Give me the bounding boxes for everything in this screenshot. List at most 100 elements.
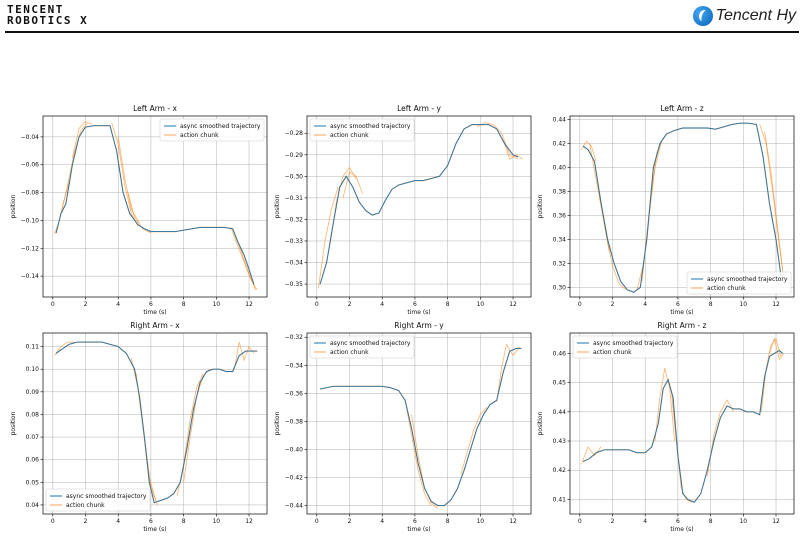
legend: async smoothed trajectory action chunk: [309, 118, 415, 142]
chart-4: Right Arm - x 0 2 4 6 8 10 12 0.04 0.05 0.06 0.07 0.…: [10, 321, 268, 533]
action-chunk-line: [404, 400, 432, 506]
action-chunk-line: [318, 186, 339, 289]
action-chunk-line: [581, 140, 597, 162]
chart-title: Right Arm - z: [658, 321, 707, 330]
legend-smoothed-label: async smoothed trajectory: [180, 123, 261, 130]
plot-frame: [42, 115, 268, 298]
x-tick-label: 8: [709, 301, 713, 308]
legend-smoothed-label: async smoothed trajectory: [707, 276, 788, 283]
legend: async smoothed trajectory action chunk: [159, 118, 265, 142]
y-tick-label: 0.44: [553, 409, 567, 416]
brand-left-line2: ROBOTICS X: [7, 14, 89, 27]
y-tick-label: 0.04: [26, 502, 40, 509]
x-tick-label: 6: [676, 518, 680, 525]
x-tick-label: 10: [739, 518, 747, 525]
x-tick-label: 6: [413, 301, 417, 308]
y-tick-label: 0.30: [553, 284, 567, 291]
plot-frame: [42, 332, 268, 515]
y-tick-label: −0.35: [285, 281, 304, 288]
chart-title: Left Arm - y: [397, 104, 441, 113]
chart-5: Right Arm - y 0 2 4 6 8 10 12 −0.44 −0.42 −0.40 −0.…: [274, 321, 532, 533]
chart-3: Left Arm - z 0 2 4 6 8 10 12 0.30 0.32 0.34 0.36 0.3…: [537, 104, 795, 316]
plot-frame: [569, 332, 795, 515]
action-chunk-line: [235, 236, 256, 291]
legend-chunk-label: action chunk: [330, 349, 369, 356]
action-chunk-line: [233, 341, 255, 370]
legend-chunk-label: action chunk: [593, 349, 632, 356]
x-tick-label: 12: [245, 518, 253, 525]
action-chunk-line: [342, 171, 363, 198]
plot-frame: [306, 115, 532, 298]
y-tick-label: −0.04: [21, 134, 40, 141]
y-tick-label: −0.32: [285, 334, 304, 341]
y-tick-label: −0.30: [285, 173, 304, 180]
x-tick-label: 2: [84, 301, 88, 308]
x-tick-label: 0: [578, 518, 582, 525]
legend-chunk-label: action chunk: [707, 285, 746, 292]
y-tick-label: 0.07: [26, 434, 40, 441]
y-tick-label: −0.36: [285, 390, 304, 397]
y-tick-label: 0.08: [26, 411, 40, 418]
x-axis-label: time (s): [670, 526, 693, 533]
y-axis-label: position: [10, 411, 17, 435]
legend-chunk-label: action chunk: [66, 502, 105, 509]
plot-area: [54, 121, 258, 291]
x-tick-label: 2: [611, 301, 615, 308]
x-tick-label: 6: [413, 518, 417, 525]
x-tick-label: 12: [509, 301, 517, 308]
action-chunk-line: [764, 131, 783, 270]
brand-right-text: Tencent Hy: [715, 7, 796, 24]
chart-1: Left Arm - x 0 2 4 6 8 10 12 −0.14 −0.12 −0.10 −0.0…: [10, 104, 268, 316]
x-tick-label: 4: [380, 301, 384, 308]
y-tick-label: 0.32: [553, 260, 567, 267]
action-chunk-line: [183, 368, 211, 483]
action-chunk-line: [460, 407, 488, 475]
y-tick-label: −0.44: [285, 503, 304, 510]
legend-box: [686, 271, 792, 295]
legend-box: [45, 488, 151, 512]
y-tick-label: 0.42: [553, 467, 567, 474]
y-tick-label: 0.34: [553, 236, 567, 243]
hy-logo-icon: [692, 6, 713, 26]
y-tick-label: −0.12: [21, 245, 40, 252]
y-tick-label: 0.38: [553, 189, 567, 196]
smoothed-trajectory-line: [320, 347, 522, 507]
action-chunk-line: [671, 391, 693, 503]
y-tick-label: 0.42: [553, 141, 567, 148]
action-chunk-line: [581, 446, 602, 465]
chart-title: Left Arm - x: [133, 104, 177, 113]
smoothed-trajectory-line: [55, 341, 258, 504]
y-tick-label: −0.40: [285, 446, 304, 453]
legend-smoothed-label: async smoothed trajectory: [66, 493, 147, 500]
legend: async smoothed trajectory action chunk: [45, 488, 151, 512]
plot-frame: [569, 115, 795, 298]
action-chunk-line: [329, 166, 357, 246]
x-tick-label: 0: [51, 518, 55, 525]
y-tick-label: −0.06: [21, 162, 40, 169]
y-tick-label: 0.10: [26, 366, 40, 373]
page-header: TENCENT ROBOTICS X Tencent Hy: [0, 0, 804, 34]
legend: async smoothed trajectory action chunk: [309, 335, 415, 359]
y-tick-label: −0.10: [21, 217, 40, 224]
action-chunk-line: [127, 192, 152, 234]
smoothed-trajectory-line: [582, 349, 783, 503]
y-tick-label: −0.34: [285, 362, 304, 369]
y-tick-label: 0.40: [553, 165, 567, 172]
y-axis-label: position: [537, 411, 544, 435]
legend-smoothed-label: async smoothed trajectory: [330, 123, 411, 130]
y-tick-label: −0.42: [285, 475, 304, 482]
x-tick-label: 8: [182, 301, 186, 308]
smoothed-trajectory-line: [319, 124, 519, 285]
plot-frame: [306, 332, 532, 515]
x-tick-label: 6: [149, 518, 153, 525]
action-chunk-line: [54, 341, 75, 356]
smoothed-trajectory-line: [55, 125, 255, 285]
x-tick-label: 0: [315, 301, 319, 308]
y-tick-label: 0.43: [553, 438, 567, 445]
y-tick-label: 0.41: [553, 496, 567, 503]
y-tick-label: −0.28: [285, 130, 304, 137]
legend-box: [159, 118, 265, 142]
x-tick-label: 2: [611, 518, 615, 525]
chart-6: Right Arm - z 0 2 4 6 8 10 12 0.41 0.42 0.43 0.44 0.…: [537, 321, 795, 533]
y-tick-label: −0.14: [21, 273, 40, 280]
